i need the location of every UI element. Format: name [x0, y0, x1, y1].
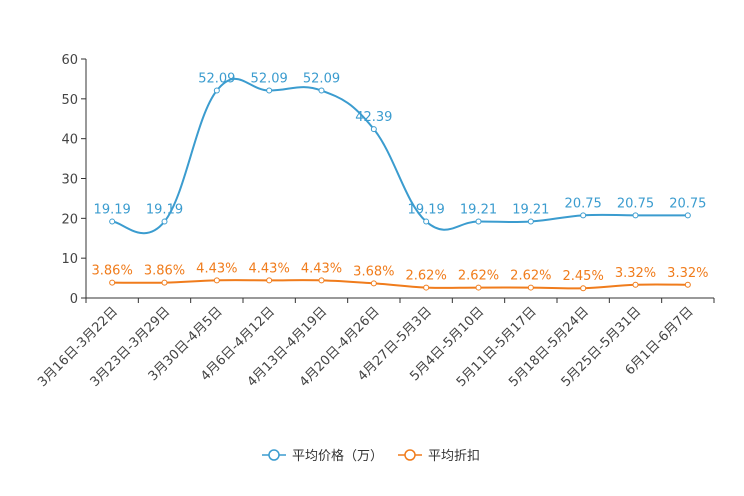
data-point — [475, 284, 482, 291]
legend-label: 平均价格（万） — [292, 448, 383, 464]
data-label: 52.09 — [251, 72, 288, 87]
data-label: 52.09 — [303, 72, 340, 87]
data-label: 2.45% — [563, 269, 604, 284]
data-point — [580, 285, 587, 292]
data-point — [213, 87, 220, 94]
data-point — [527, 284, 534, 291]
data-point — [213, 277, 220, 284]
data-point — [318, 87, 325, 94]
data-point — [423, 218, 430, 225]
data-label: 2.62% — [510, 269, 551, 284]
data-label: 3.86% — [92, 264, 133, 279]
data-label: 20.75 — [565, 196, 602, 211]
data-label: 4.43% — [301, 261, 342, 276]
series-layer: 19.19 19.19 52.09 52.09 52.09 42.39 19.19 19.21… — [92, 72, 708, 292]
data-label: 3.68% — [353, 264, 394, 279]
data-label: 3.32% — [615, 266, 656, 281]
data-label: 2.62% — [406, 269, 447, 284]
data-point — [632, 212, 639, 219]
data-label: 20.75 — [669, 196, 706, 211]
data-label: 3.86% — [144, 264, 185, 279]
data-label: 19.19 — [408, 203, 445, 218]
data-point — [527, 218, 534, 225]
data-point — [370, 126, 377, 133]
y-tick-label: 40 — [61, 133, 78, 148]
data-point — [266, 277, 273, 284]
data-label: 3.32% — [667, 266, 708, 281]
data-point — [423, 284, 430, 291]
data-label: 20.75 — [617, 196, 654, 211]
data-point — [632, 281, 639, 288]
data-point — [475, 218, 482, 225]
y-tick-label: 50 — [61, 93, 78, 108]
data-point — [161, 218, 168, 225]
data-point — [109, 218, 116, 225]
axes: 01020304050603月16日-3月22日3月23日-3月29日3月30日… — [35, 53, 715, 390]
data-point — [161, 279, 168, 286]
series-1: 19.19 19.19 52.09 52.09 52.09 42.39 19.19 19.21… — [94, 72, 706, 235]
data-label: 19.21 — [512, 202, 549, 217]
data-label: 42.39 — [355, 110, 392, 125]
data-point — [266, 87, 273, 94]
data-label: 19.19 — [94, 203, 131, 218]
data-label: 4.43% — [196, 261, 237, 276]
series-line — [112, 279, 688, 290]
legend-label: 平均折扣 — [428, 449, 480, 464]
legend: 平均价格（万） 平均折扣 — [262, 448, 480, 464]
y-tick-label: 30 — [61, 173, 78, 188]
data-point — [109, 279, 116, 286]
data-label: 52.09 — [198, 72, 235, 87]
y-tick-label: 60 — [61, 53, 78, 68]
series-2: 3.86% 3.86% 4.43% 4.43% 4.43% 3.68% 2.62% 2.62%… — [92, 261, 708, 292]
data-point — [370, 280, 377, 287]
legend-marker-icon — [268, 449, 280, 461]
data-label: 19.21 — [460, 202, 497, 217]
data-point — [684, 281, 691, 288]
data-point — [318, 277, 325, 284]
data-label: 4.43% — [249, 261, 290, 276]
data-point — [684, 212, 691, 219]
data-label: 19.19 — [146, 203, 183, 218]
data-point — [580, 212, 587, 219]
data-label: 2.62% — [458, 269, 499, 284]
y-tick-label: 20 — [61, 212, 78, 227]
y-tick-label: 10 — [61, 252, 78, 267]
y-tick-label: 0 — [70, 292, 78, 307]
legend-marker-icon — [404, 449, 416, 461]
